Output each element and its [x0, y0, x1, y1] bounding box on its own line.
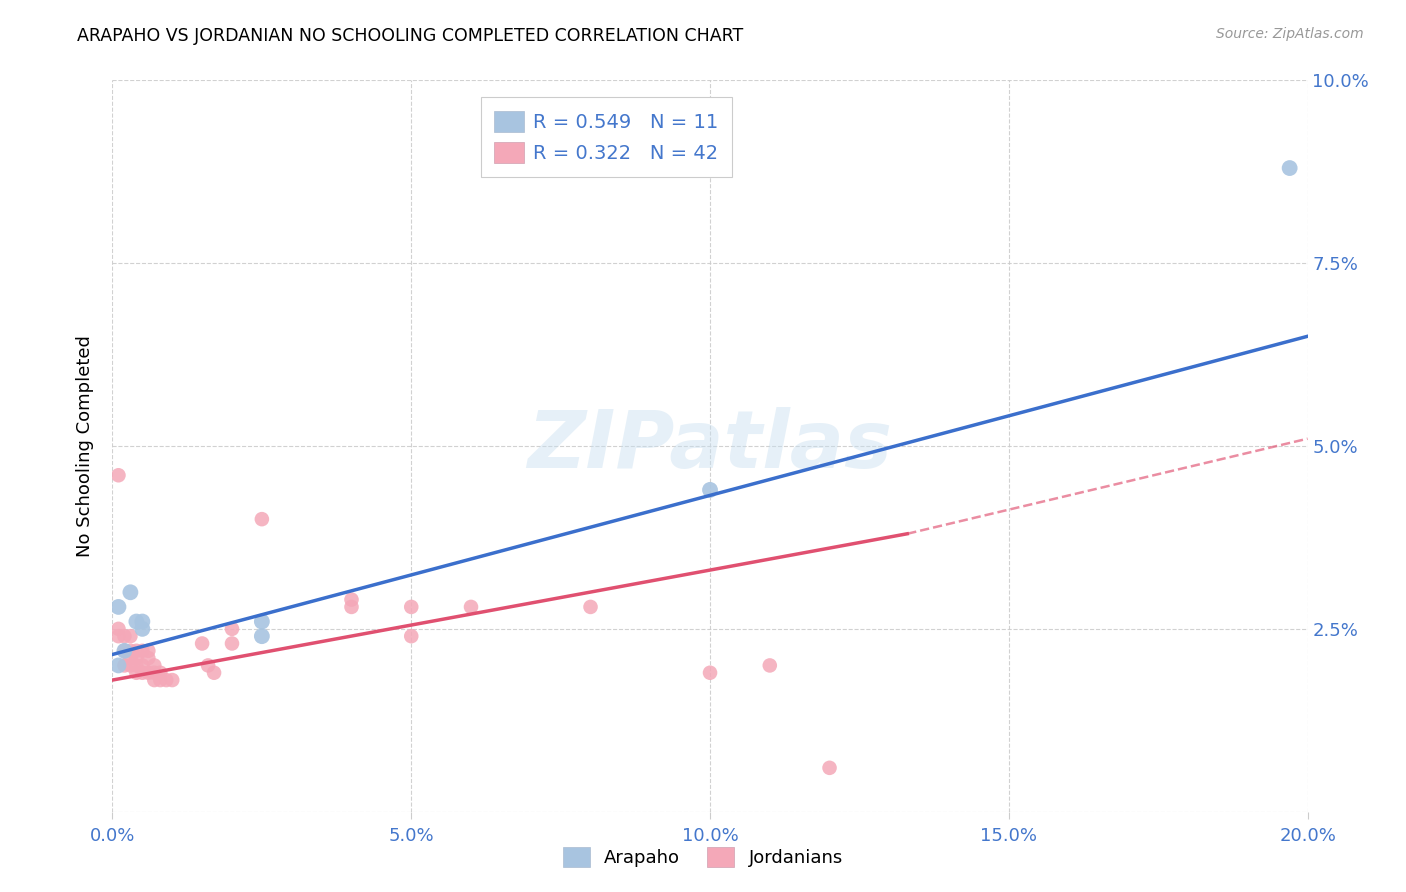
Point — [221, 622, 243, 636]
Point — [131, 615, 153, 629]
Point — [250, 512, 273, 526]
Point — [107, 468, 129, 483]
Point — [401, 629, 423, 643]
Point — [125, 615, 148, 629]
Point — [143, 665, 166, 680]
Point — [143, 658, 166, 673]
Point — [107, 599, 129, 614]
Point — [107, 629, 129, 643]
Point — [162, 673, 183, 687]
Point — [250, 629, 273, 643]
Point — [138, 651, 160, 665]
Point — [131, 644, 153, 658]
Point — [120, 585, 142, 599]
Point — [460, 599, 482, 614]
Point — [114, 658, 135, 673]
Point — [202, 665, 225, 680]
Point — [131, 665, 153, 680]
Point — [114, 629, 135, 643]
Point — [125, 665, 148, 680]
Point — [120, 651, 142, 665]
Point — [197, 658, 219, 673]
Point — [125, 658, 148, 673]
Text: ARAPAHO VS JORDANIAN NO SCHOOLING COMPLETED CORRELATION CHART: ARAPAHO VS JORDANIAN NO SCHOOLING COMPLE… — [77, 27, 744, 45]
Legend: R = 0.549   N = 11, R = 0.322   N = 42: R = 0.549 N = 11, R = 0.322 N = 42 — [481, 97, 733, 177]
Point — [401, 599, 423, 614]
Point — [131, 658, 153, 673]
Point — [579, 599, 602, 614]
Point — [114, 644, 135, 658]
Point — [340, 592, 363, 607]
Point — [120, 658, 142, 673]
Point — [120, 629, 142, 643]
Text: Source: ZipAtlas.com: Source: ZipAtlas.com — [1216, 27, 1364, 41]
Point — [759, 658, 782, 673]
Point — [221, 636, 243, 650]
Point — [191, 636, 214, 650]
Text: ZIPatlas: ZIPatlas — [527, 407, 893, 485]
Point — [125, 651, 148, 665]
Y-axis label: No Schooling Completed: No Schooling Completed — [76, 335, 94, 557]
Point — [107, 622, 129, 636]
Point — [138, 665, 160, 680]
Point — [149, 673, 172, 687]
Point — [340, 599, 363, 614]
Point — [250, 615, 273, 629]
Point — [149, 665, 172, 680]
Point — [131, 622, 153, 636]
Point — [699, 665, 721, 680]
Point — [1278, 161, 1301, 175]
Point — [125, 644, 148, 658]
Point — [138, 644, 160, 658]
Point — [155, 673, 177, 687]
Point — [114, 644, 135, 658]
Point — [699, 483, 721, 497]
Point — [120, 644, 142, 658]
Point — [818, 761, 841, 775]
Point — [107, 658, 129, 673]
Legend: Arapaho, Jordanians: Arapaho, Jordanians — [555, 839, 851, 874]
Point — [143, 673, 166, 687]
